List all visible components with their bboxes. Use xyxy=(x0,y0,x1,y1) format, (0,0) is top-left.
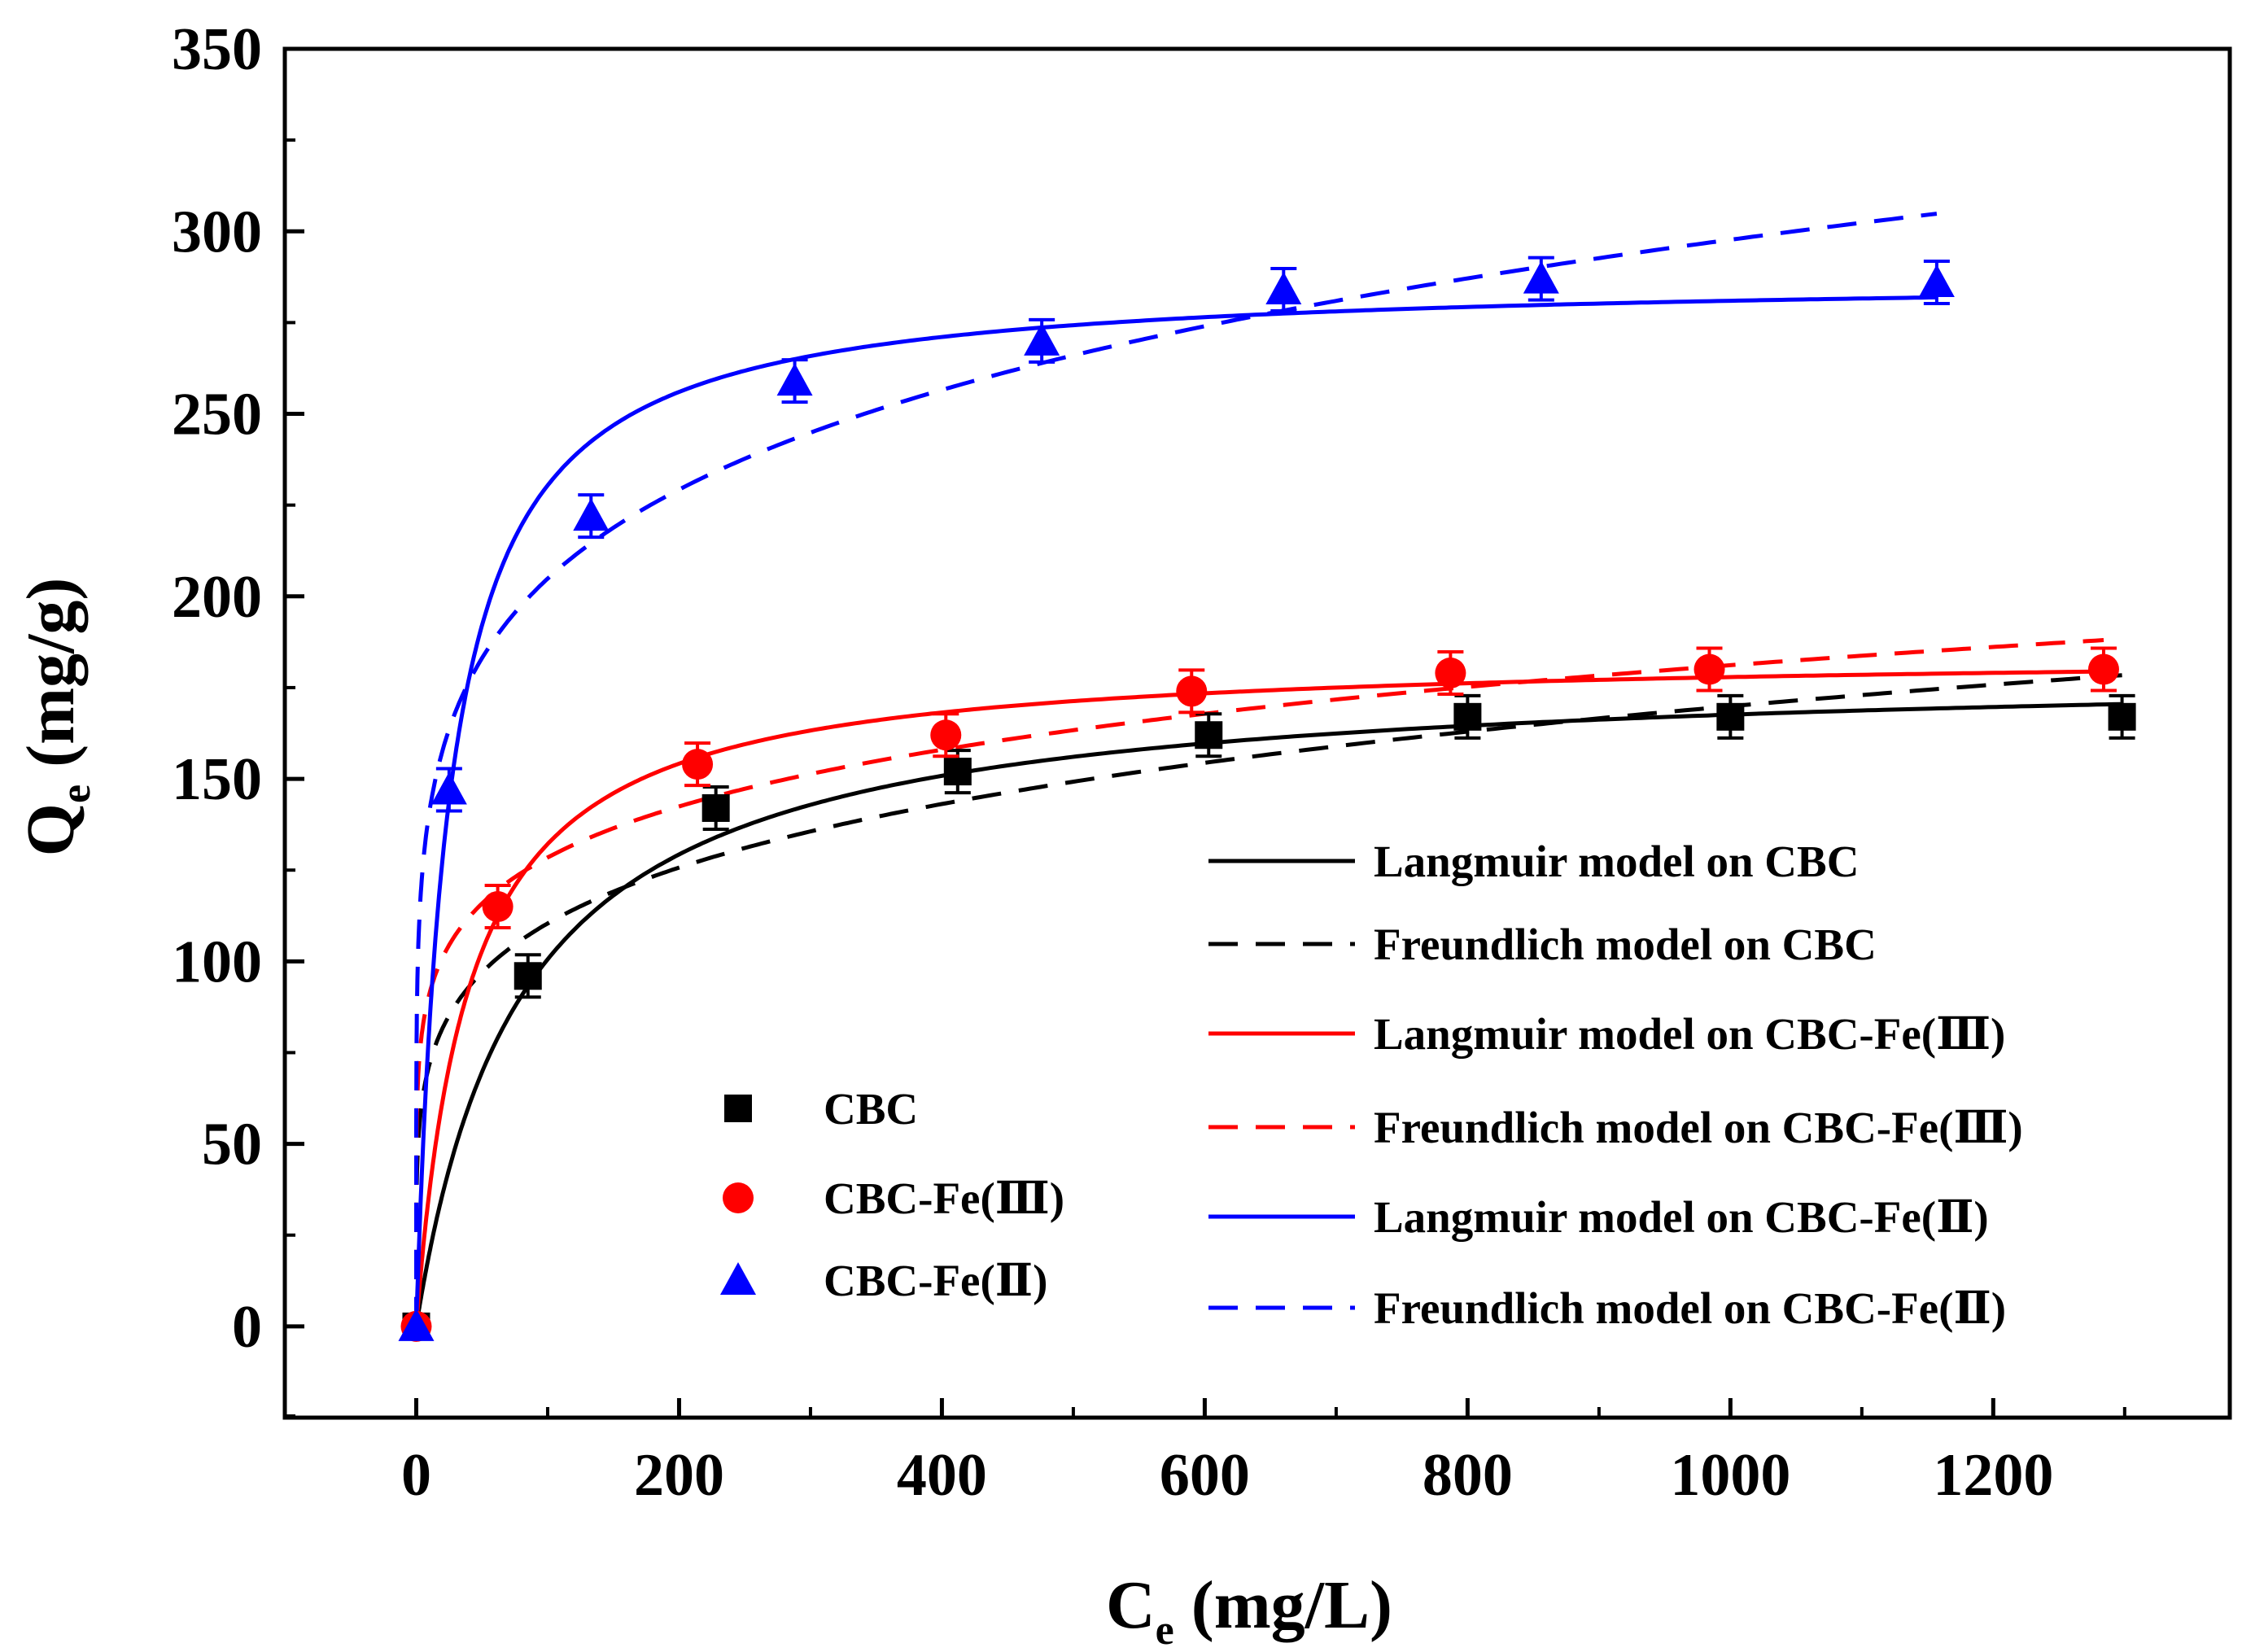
x-tick-label: 1000 xyxy=(1670,1442,1790,1509)
fit-curve xyxy=(414,638,2104,1326)
fit-curve xyxy=(414,673,2122,1326)
legend-marker xyxy=(723,1182,754,1213)
x-tick-label: 0 xyxy=(401,1442,431,1509)
data-point xyxy=(514,962,542,990)
plot-frame xyxy=(282,46,2232,1420)
y-tick-label: 350 xyxy=(172,16,262,83)
legend-line-label: Langmuir model on CBC-Fe(Ⅲ) xyxy=(1374,1009,2005,1059)
fit-curves xyxy=(414,212,2122,1327)
data-point xyxy=(482,891,514,923)
data-point xyxy=(1716,702,1745,731)
y-tick-label: 300 xyxy=(172,199,262,265)
data-point xyxy=(943,758,972,786)
legend-line-label: Langmuir model on CBC-Fe(Ⅱ) xyxy=(1374,1192,1989,1242)
x-axis-title: Ce (mg/L) xyxy=(1106,1567,1392,1652)
x-tick-label: 1200 xyxy=(1933,1442,2053,1509)
data-point xyxy=(682,749,714,780)
data-point xyxy=(1694,653,1725,685)
y-tick-label: 200 xyxy=(172,564,262,631)
data-points xyxy=(398,256,2136,1342)
y-tick-label: 50 xyxy=(202,1112,262,1178)
data-point xyxy=(701,793,730,822)
data-point xyxy=(1918,264,1955,298)
data-point xyxy=(430,771,467,805)
legend-line-label: Freundlich model on CBC xyxy=(1374,920,1877,969)
data-point xyxy=(1265,272,1302,305)
legend-line-label: Freundlich model on CBC-Fe(Ⅱ) xyxy=(1374,1283,2006,1333)
legend-marker xyxy=(720,1262,756,1295)
data-point xyxy=(1195,721,1223,750)
legend-label: CBC-Fe(Ⅲ) xyxy=(824,1173,1064,1223)
x-tick-label: 800 xyxy=(1423,1442,1513,1509)
data-point xyxy=(1024,322,1060,356)
fit-curve xyxy=(414,212,1938,1326)
data-point xyxy=(1176,675,1208,707)
legend-label: CBC-Fe(Ⅱ) xyxy=(824,1256,1047,1305)
data-point xyxy=(2087,653,2119,685)
y-axis-title: Qe (mg/g) xyxy=(13,578,99,857)
fit-curve xyxy=(414,669,2104,1326)
fit-curve xyxy=(414,295,1937,1326)
axis-labels: Ce (mg/L) Qe (mg/g) xyxy=(13,578,1392,1652)
y-tick-label: 150 xyxy=(172,746,262,813)
y-tick-label: 100 xyxy=(172,929,262,995)
x-tick-label: 200 xyxy=(634,1442,724,1509)
data-point xyxy=(776,363,813,396)
y-tick-label: 250 xyxy=(172,382,262,448)
data-point xyxy=(2108,702,2136,731)
y-tick-label: 0 xyxy=(232,1294,262,1361)
data-point xyxy=(398,1308,435,1341)
x-tick-label: 600 xyxy=(1160,1442,1250,1509)
legend: CBC CBC-Fe(Ⅲ) CBC-Fe(Ⅱ) Langmuir model on C… xyxy=(720,837,2023,1333)
data-point xyxy=(573,498,610,531)
x-tick-label: 400 xyxy=(897,1442,987,1509)
legend-line-label: Langmuir model on CBC xyxy=(1374,837,1859,886)
legend-line-label: Freundlich model on CBC-Fe(Ⅲ) xyxy=(1374,1103,2023,1152)
data-point xyxy=(930,719,962,751)
data-point xyxy=(1453,702,1482,731)
axes: 0 50 100 150 200 250 300 350 0 200 400 600 800 1000 12… xyxy=(172,16,2232,1509)
data-point xyxy=(1523,260,1559,294)
legend-marker xyxy=(724,1095,752,1122)
data-point xyxy=(1435,657,1466,688)
legend-label: CBC xyxy=(824,1084,918,1134)
